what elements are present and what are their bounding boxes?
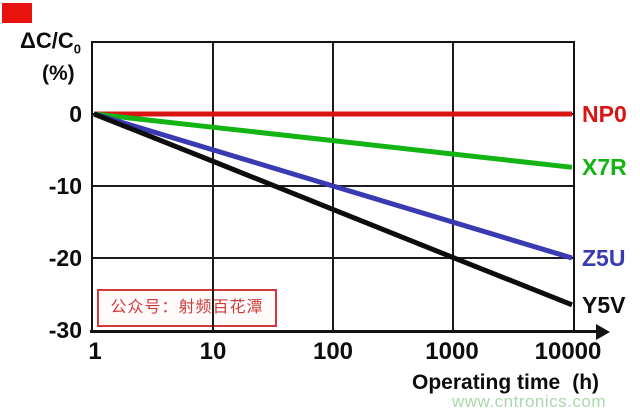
- series-label-np0: NP0: [582, 101, 627, 127]
- wechat-account-box: 公众号：射频百花潭: [97, 289, 277, 327]
- grid-line-m10pct: [93, 185, 573, 187]
- x-tick-1000: 1000: [425, 338, 479, 365]
- x-tick-10000: 10000: [534, 338, 602, 365]
- red-corner-marker: [2, 3, 32, 23]
- x-tick-1: 1: [88, 338, 102, 365]
- y-tick-m10: -10: [48, 173, 82, 199]
- y-axis-unit: (%): [42, 62, 75, 85]
- series-label-x7r: X7R: [582, 154, 627, 181]
- wechat-account-text: 公众号：射频百花潭: [110, 299, 264, 316]
- x-tick-10: 10: [199, 338, 227, 365]
- y-tick-m20: -20: [48, 245, 82, 271]
- grid-line-1000h: [452, 41, 454, 333]
- x-axis-label: Operating time (h): [412, 371, 599, 395]
- x-axis-label-unit: (h): [572, 371, 600, 394]
- x-axis-line: [90, 330, 598, 333]
- y-axis-title-subscript: 0: [73, 41, 81, 57]
- x-tick-100: 100: [312, 338, 354, 365]
- series-label-z5u: Z5U: [582, 245, 626, 271]
- grid-line-m20pct: [93, 257, 573, 259]
- plot-border-right: [573, 41, 575, 333]
- x-axis-arrow-icon: [596, 324, 610, 340]
- watermark-text: www.cntronics.com: [452, 392, 606, 411]
- grid-line-10h: [212, 41, 214, 333]
- y-tick-0: 0: [69, 101, 82, 127]
- grid-line-0pct: [93, 113, 573, 115]
- grid-line-100h: [332, 41, 334, 333]
- plot-border-left: [91, 41, 93, 333]
- y-axis-title-text: ΔC/C: [20, 28, 74, 53]
- series-label-y5v: Y5V: [582, 291, 626, 318]
- y-axis-title: ΔC/C0: [20, 28, 81, 56]
- y-tick-m30: -30: [48, 317, 82, 343]
- x-axis-label-text: Operating time: [412, 371, 561, 394]
